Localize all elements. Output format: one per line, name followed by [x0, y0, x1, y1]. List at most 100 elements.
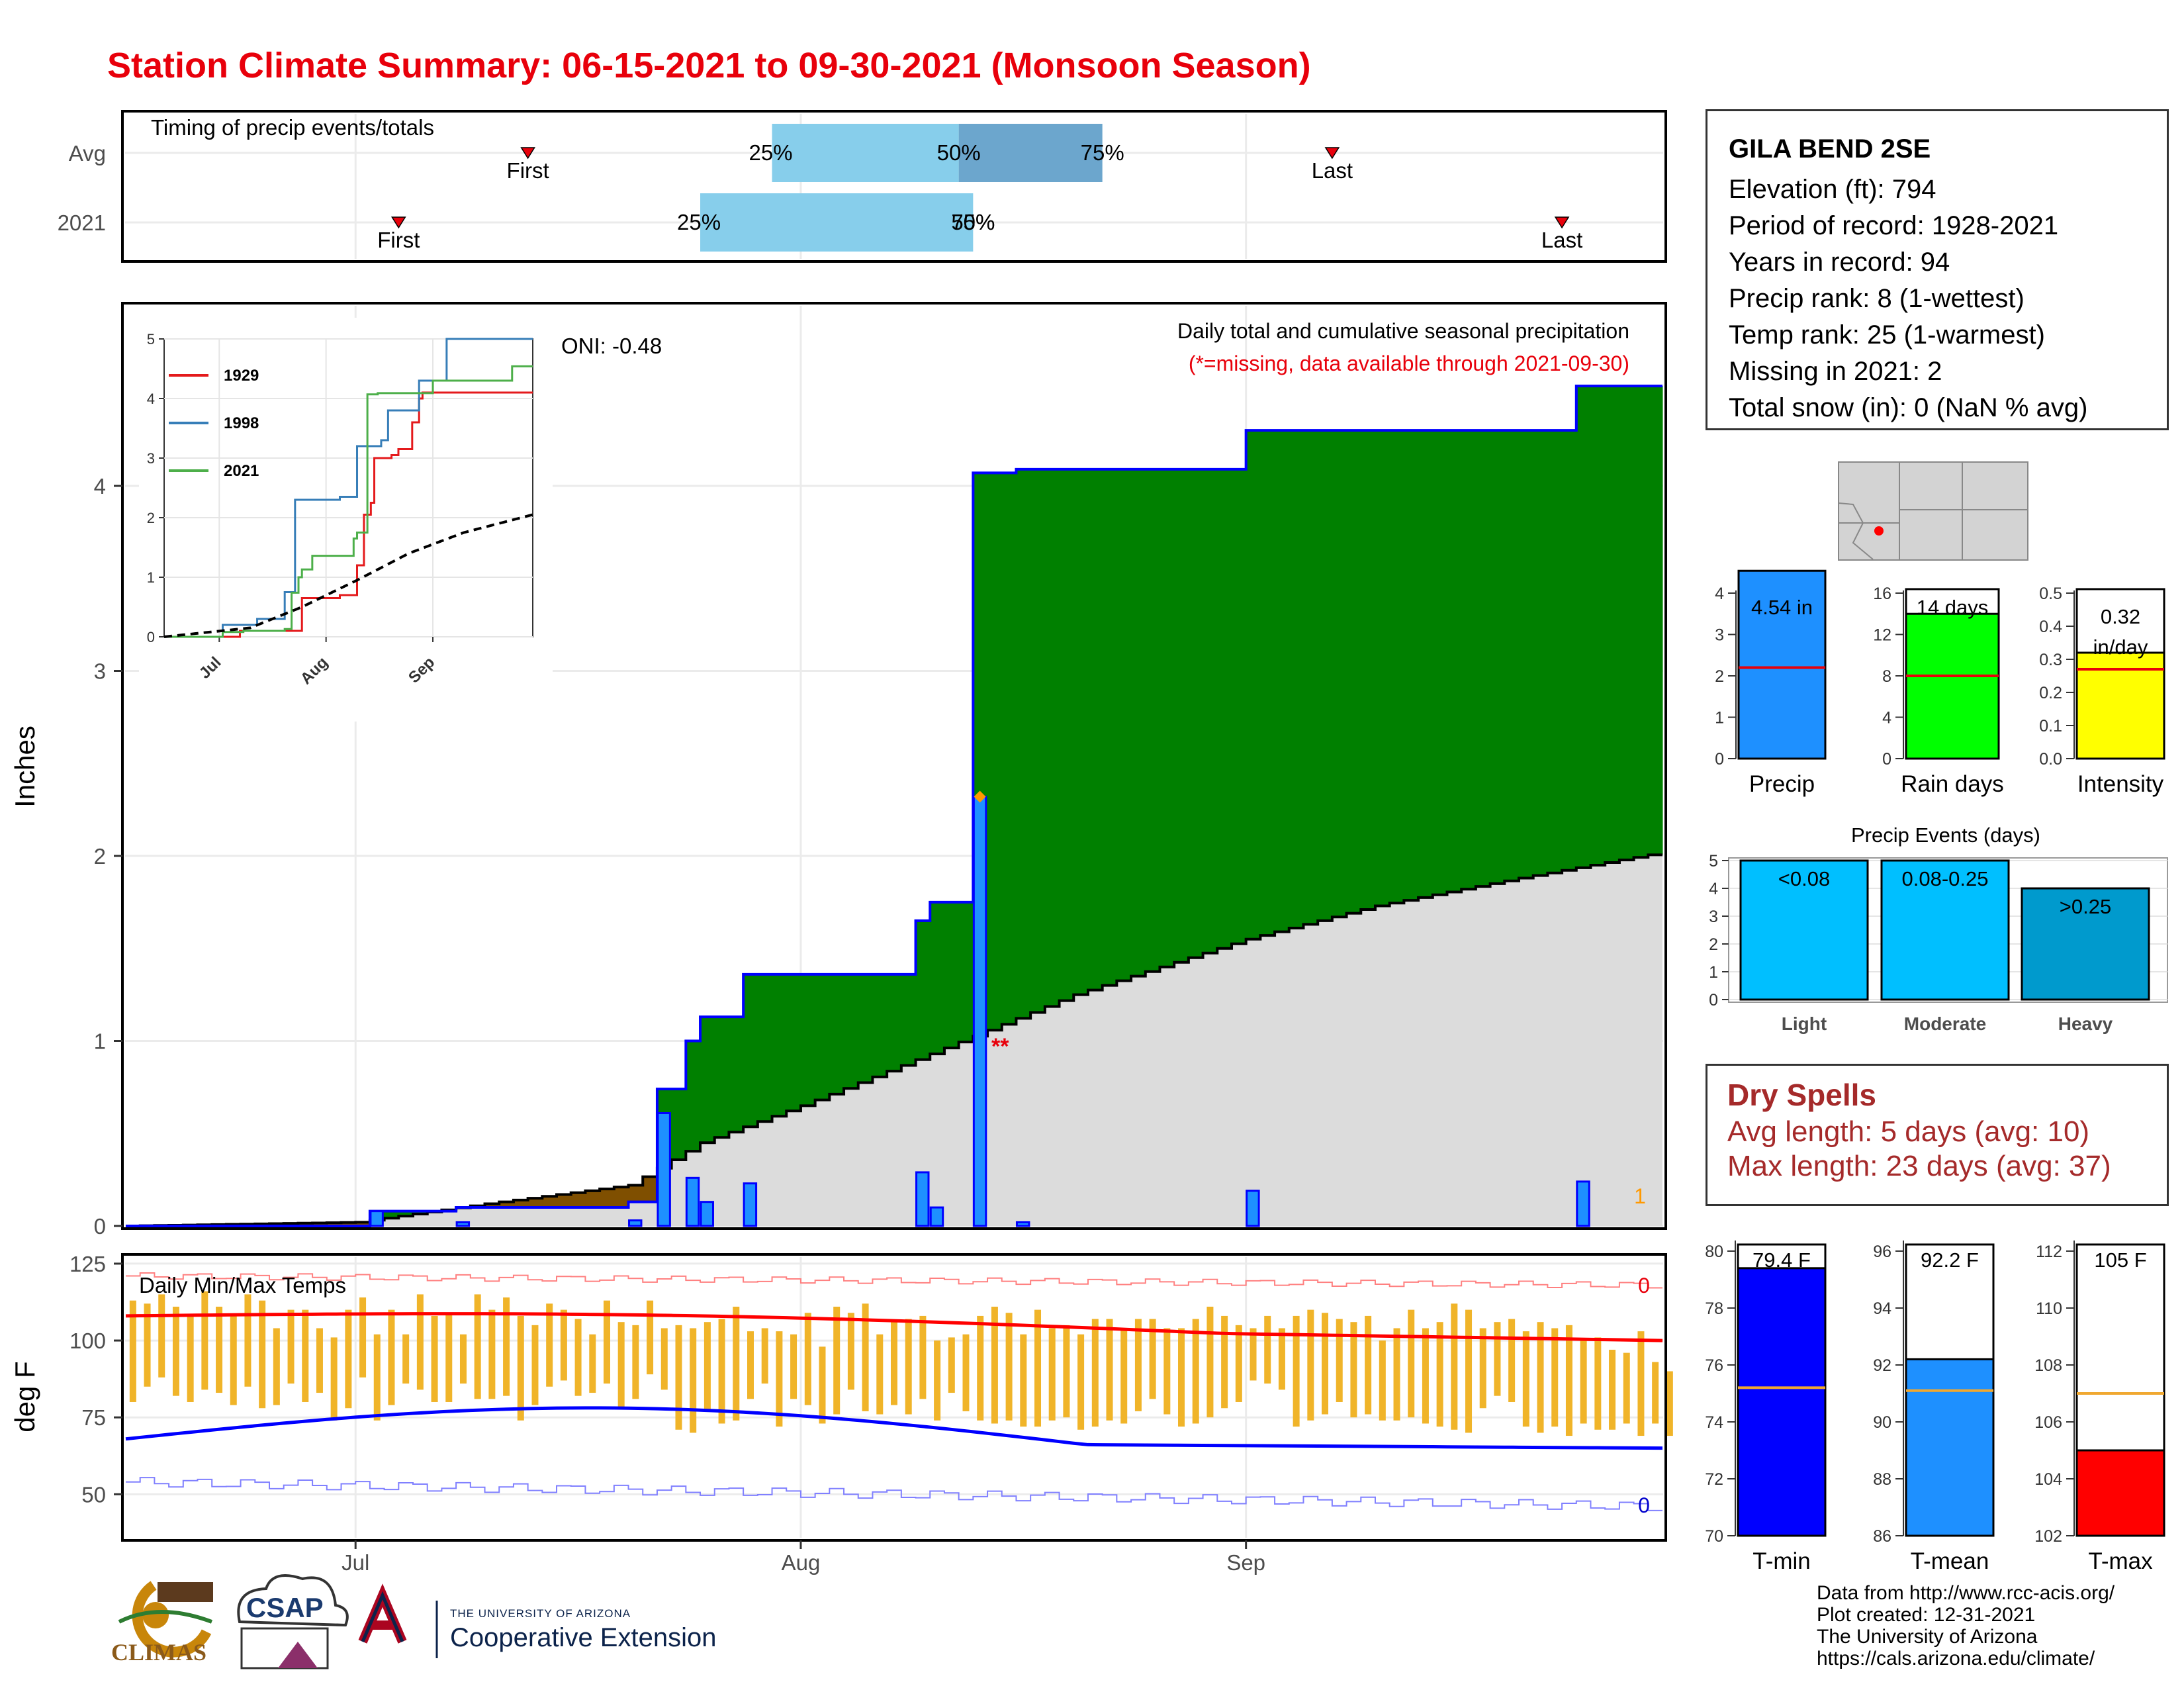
info-period: Period of record: 1928-2021: [1729, 211, 2059, 240]
daily-temp-bar: [1077, 1334, 1085, 1430]
deficit-area: [570, 1192, 586, 1208]
deficit-area: [643, 1176, 658, 1202]
dry-spells-max: Max length: 23 days (avg: 37): [1727, 1150, 2111, 1182]
daily-temp-bar: [790, 1334, 797, 1399]
inset-series-2021: [164, 365, 533, 638]
page-title: Station Climate Summary: 06-15-2021 to 0…: [107, 46, 1311, 85]
temps-frame: [121, 1253, 1667, 1542]
daily-temp-bar: [517, 1315, 524, 1421]
credits: Data from http://www.rcc-acis.org/ Plot …: [1817, 1582, 2115, 1669]
timing-row-avg-label: Avg: [69, 141, 106, 165]
surplus-area: [1461, 430, 1477, 890]
inset-y-tick-label: 0: [147, 629, 155, 645]
dry-spells-title: Dry Spells: [1727, 1078, 1876, 1112]
temps-y-tick-label: 125: [69, 1252, 106, 1276]
temp-bar-tick-label: 80: [1705, 1243, 1723, 1261]
temps-avg-min-line: [125, 1406, 1663, 1450]
daily-temp-bar: [1307, 1309, 1314, 1421]
surplus-area: [1102, 469, 1117, 986]
surplus-area: [729, 1017, 744, 1133]
daily-temp-bar: [1091, 1319, 1099, 1427]
timing-last-marker: [1324, 147, 1340, 160]
daily-temp-bar: [1609, 1350, 1616, 1430]
events-bar-label: Heavy: [2058, 1013, 2113, 1034]
events-bar-range: >0.25: [2060, 895, 2111, 918]
temp-bar-tick-label: 72: [1705, 1470, 1723, 1489]
timing-50-label: 50%: [951, 210, 995, 234]
daily-temp-bar: [187, 1315, 194, 1402]
temps-count-bottom: 0: [1638, 1493, 1650, 1517]
daily-temp-bar: [1278, 1328, 1285, 1390]
surplus-area: [915, 920, 931, 1060]
surplus-area: [1275, 430, 1290, 932]
climas-logo-text: CLIMAS: [111, 1639, 207, 1665]
credit-url: https://cals.arizona.edu/climate/: [1817, 1648, 2095, 1669]
daily-temp-bar: [962, 1334, 970, 1411]
daily-temp-bar: [230, 1315, 237, 1405]
surplus-area: [1131, 469, 1146, 976]
timing-first-label: First: [377, 228, 420, 252]
surplus-area: [1087, 469, 1103, 990]
corner-count: 1: [1634, 1184, 1646, 1208]
record-temp-envelope: [126, 1477, 1662, 1511]
temps-y-axis-label: deg F: [9, 1361, 40, 1432]
daily-temp-bar: [833, 1306, 841, 1415]
daily-precip-bar: [1246, 1190, 1260, 1227]
surplus-area: [700, 1017, 715, 1143]
daily-temp-bar: [244, 1294, 251, 1387]
temp-bar-tick-label: 106: [2034, 1413, 2062, 1432]
daily-temp-bar: [129, 1300, 136, 1402]
temps-y-tick-label: 100: [69, 1329, 106, 1353]
mini-bar-tick-label: 8: [1882, 667, 1891, 686]
mini-bar-tick-label: 0.4: [2039, 618, 2062, 636]
surplus-area: [1260, 430, 1275, 936]
daily-precip-bar: [1015, 1221, 1030, 1227]
deficit-area: [484, 1203, 500, 1208]
temp-bar-tick-label: 90: [1873, 1413, 1891, 1432]
daily-temp-bar: [1336, 1319, 1343, 1402]
daily-temp-bar: [1522, 1331, 1529, 1427]
daily-temp-bar: [733, 1306, 740, 1421]
daily-temp-bar: [1623, 1352, 1630, 1424]
daily-temp-bar: [1537, 1322, 1544, 1433]
surplus-area: [1518, 430, 1534, 878]
daily-precip-bar: [743, 1182, 758, 1227]
daily-temp-bar: [1250, 1328, 1257, 1381]
daily-temp-bar: [1350, 1322, 1357, 1418]
surplus-area: [671, 1089, 686, 1160]
daily-temp-bar: [1494, 1322, 1501, 1396]
daily-precip-bar: [455, 1221, 471, 1227]
oni-value: ONI: -0.48: [561, 334, 662, 358]
surplus-area: [930, 902, 945, 1055]
timing-25-label: 25%: [677, 210, 721, 234]
mini-bar-tick-label: 4: [1882, 709, 1891, 727]
daily-temp-bar: [690, 1328, 697, 1433]
credit-plot-created: Plot created: 12-31-2021: [1817, 1604, 2036, 1626]
surplus-area: [1059, 469, 1074, 1001]
deficit-area: [499, 1201, 514, 1208]
temp-bar-tick-label: 110: [2036, 1299, 2062, 1318]
surplus-area: [1188, 469, 1204, 958]
surplus-area: [844, 974, 859, 1089]
surplus-area: [944, 902, 960, 1049]
surplus-area: [1303, 430, 1318, 925]
daily-temp-bar: [977, 1315, 984, 1421]
surplus-area: [1375, 430, 1390, 906]
daily-temp-bar: [1221, 1315, 1228, 1409]
csap-logo-text: CSAP: [246, 1592, 324, 1623]
daily-temp-bar: [273, 1328, 280, 1405]
daily-temp-bar: [1163, 1328, 1171, 1415]
surplus-area: [1217, 469, 1232, 949]
mini-bar-tick-label: 0: [1715, 750, 1724, 769]
surplus-area: [1562, 430, 1577, 870]
daily-temp-bar: [1206, 1306, 1214, 1418]
daily-temp-bar: [330, 1337, 338, 1421]
surplus-area: [398, 1211, 414, 1217]
climas-logo: [118, 1581, 213, 1658]
events-y-tick-label: 1: [1709, 963, 1718, 982]
daily-temp-bar: [388, 1309, 395, 1405]
deficit-area: [585, 1190, 600, 1208]
timing-bar-25-50: [772, 124, 959, 182]
surplus-area: [1016, 469, 1031, 1019]
max-precip-marker: [974, 790, 986, 803]
